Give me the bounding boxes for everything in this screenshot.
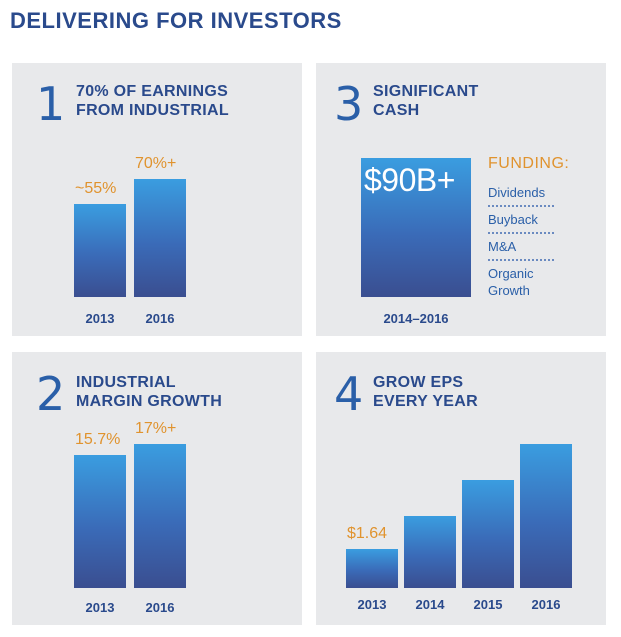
- bar-value-label: $1.64: [347, 525, 388, 542]
- funding-title: FUNDING:: [488, 155, 570, 172]
- bar-2013: [74, 455, 126, 588]
- panel-heading: GROW EPS EVERY YEAR: [373, 374, 478, 410]
- category-label: 2016: [531, 597, 561, 612]
- bar-value-label: $90B+: [364, 162, 455, 198]
- funding-item: M&A: [488, 239, 517, 254]
- page-title: DELIVERING FOR INVESTORS: [10, 8, 342, 33]
- dotted-divider: [488, 259, 554, 261]
- bar-2016: [134, 179, 186, 297]
- category-label: 2013: [85, 311, 115, 326]
- dotted-divider: [488, 232, 554, 234]
- bar-2016: [520, 444, 572, 588]
- category-label: 2016: [145, 311, 175, 326]
- bar-2016: [134, 444, 186, 588]
- funding-item: Dividends: [488, 185, 546, 200]
- category-label: 2016: [145, 600, 175, 615]
- category-label: 2015: [473, 597, 503, 612]
- funding-item: Buyback: [488, 212, 538, 227]
- dotted-divider: [488, 205, 554, 207]
- panel-number: 3: [334, 77, 364, 131]
- bar-value-label: 70%+: [135, 155, 177, 172]
- panel-heading: INDUSTRIAL MARGIN GROWTH: [76, 374, 223, 410]
- bar-value-label: 15.7%: [75, 431, 121, 448]
- bar-2015: [462, 480, 514, 588]
- bar-2013: [74, 204, 126, 297]
- panel-number: 2: [36, 367, 66, 421]
- panel-number: 4: [334, 367, 364, 421]
- category-label: 2013: [85, 600, 115, 615]
- bar-2014–2016: [361, 158, 471, 297]
- bar-2013: [346, 549, 398, 588]
- bar-value-label: ~55%: [75, 180, 117, 197]
- category-label: 2014–2016: [383, 311, 449, 326]
- bar-value-label: 17%+: [135, 420, 177, 437]
- panel-heading: 70% OF EARNINGS FROM INDUSTRIAL: [76, 83, 229, 119]
- category-label: 2014: [415, 597, 445, 612]
- panel-heading: SIGNIFICANT CASH: [373, 83, 479, 119]
- funding-item: Organic Growth: [488, 266, 534, 298]
- panel-number: 1: [36, 77, 66, 131]
- category-label: 2013: [357, 597, 387, 612]
- bar-2014: [404, 516, 456, 588]
